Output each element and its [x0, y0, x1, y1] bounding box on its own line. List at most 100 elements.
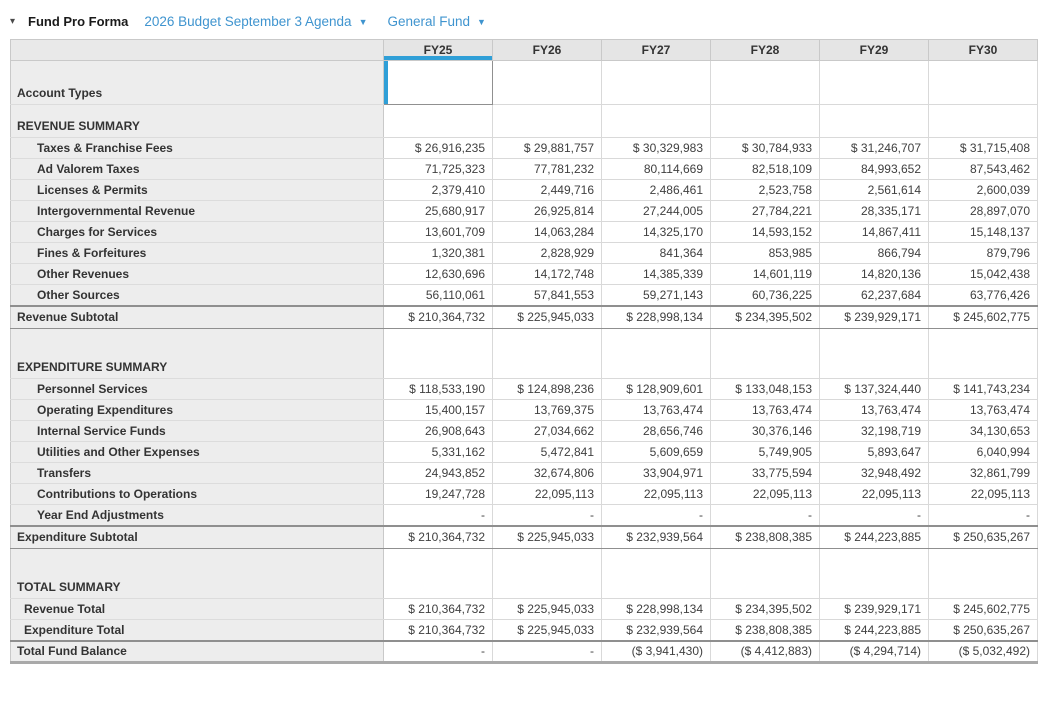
cell-fy26[interactable]: 2,449,716 [492, 179, 602, 201]
cell-fy26[interactable]: 26,925,814 [492, 200, 602, 222]
cell-fy25[interactable]: 13,601,709 [383, 221, 493, 243]
cell-fy28[interactable]: 82,518,109 [710, 158, 820, 180]
cell-fy26[interactable]: 32,674,806 [492, 462, 602, 484]
cell-fy27[interactable]: 841,364 [601, 242, 711, 264]
cell-fy30[interactable]: ($ 5,032,492) [928, 639, 1038, 664]
cell-fy28[interactable]: 30,376,146 [710, 420, 820, 442]
cell-fy29[interactable]: ($ 4,294,714) [819, 639, 929, 664]
column-header-fy30[interactable]: FY30 [928, 39, 1038, 61]
cell-fy27[interactable] [601, 328, 711, 379]
cell-fy25[interactable] [383, 60, 493, 105]
cell-fy26[interactable]: 77,781,232 [492, 158, 602, 180]
cell-fy28[interactable]: - [710, 504, 820, 526]
cell-fy25[interactable]: 12,630,696 [383, 263, 493, 285]
cell-fy30[interactable] [928, 548, 1038, 599]
cell-fy28[interactable]: 33,775,594 [710, 462, 820, 484]
cell-fy27[interactable]: 14,385,339 [601, 263, 711, 285]
column-header-fy26[interactable]: FY26 [492, 39, 602, 61]
cell-fy29[interactable]: 866,794 [819, 242, 929, 264]
cell-fy26[interactable]: $ 124,898,236 [492, 378, 602, 400]
cell-fy30[interactable] [928, 328, 1038, 379]
cell-fy27[interactable]: ($ 3,941,430) [601, 639, 711, 664]
cell-fy28[interactable]: ($ 4,412,883) [710, 639, 820, 664]
cell-fy28[interactable]: 60,736,225 [710, 284, 820, 306]
column-header-fy27[interactable]: FY27 [601, 39, 711, 61]
cell-fy25[interactable]: $ 26,916,235 [383, 137, 493, 159]
cell-fy28[interactable]: 13,763,474 [710, 399, 820, 421]
cell-fy26[interactable]: - [492, 639, 602, 664]
cell-fy27[interactable]: 27,244,005 [601, 200, 711, 222]
cell-fy29[interactable]: 62,237,684 [819, 284, 929, 306]
collapse-caret-icon[interactable]: ▾ [10, 15, 16, 27]
cell-fy30[interactable]: $ 250,635,267 [928, 524, 1038, 549]
cell-fy27[interactable]: $ 128,909,601 [601, 378, 711, 400]
cell-fy28[interactable] [710, 548, 820, 599]
cell-fy29[interactable] [819, 104, 929, 138]
cell-fy27[interactable]: 28,656,746 [601, 420, 711, 442]
cell-fy28[interactable]: 853,985 [710, 242, 820, 264]
cell-fy30[interactable]: $ 245,602,775 [928, 598, 1038, 620]
cell-fy27[interactable]: 5,609,659 [601, 441, 711, 463]
cell-fy27[interactable] [601, 104, 711, 138]
cell-fy26[interactable]: 14,172,748 [492, 263, 602, 285]
cell-fy29[interactable]: 28,335,171 [819, 200, 929, 222]
cell-fy27[interactable]: 59,271,143 [601, 284, 711, 306]
cell-fy29[interactable]: 32,948,492 [819, 462, 929, 484]
cell-fy29[interactable]: $ 244,223,885 [819, 619, 929, 641]
cell-fy29[interactable]: $ 137,324,440 [819, 378, 929, 400]
cell-fy25[interactable]: 15,400,157 [383, 399, 493, 421]
cell-fy27[interactable]: - [601, 504, 711, 526]
cell-fy26[interactable] [492, 104, 602, 138]
cell-fy26[interactable]: 14,063,284 [492, 221, 602, 243]
cell-fy29[interactable]: $ 239,929,171 [819, 304, 929, 329]
cell-fy27[interactable] [601, 60, 711, 105]
cell-fy28[interactable] [710, 60, 820, 105]
cell-fy25[interactable]: - [383, 639, 493, 664]
column-header-fy28[interactable]: FY28 [710, 39, 820, 61]
cell-fy28[interactable]: 22,095,113 [710, 483, 820, 505]
cell-fy30[interactable]: 2,600,039 [928, 179, 1038, 201]
cell-fy25[interactable]: 26,908,643 [383, 420, 493, 442]
cell-fy25[interactable]: $ 210,364,732 [383, 598, 493, 620]
cell-fy26[interactable]: 57,841,553 [492, 284, 602, 306]
cell-fy26[interactable]: 2,828,929 [492, 242, 602, 264]
cell-fy27[interactable]: 22,095,113 [601, 483, 711, 505]
column-header-fy25[interactable]: FY25 [383, 39, 493, 61]
cell-fy28[interactable]: $ 30,784,933 [710, 137, 820, 159]
cell-fy27[interactable]: 33,904,971 [601, 462, 711, 484]
cell-fy29[interactable]: 14,820,136 [819, 263, 929, 285]
cell-fy26[interactable]: $ 225,945,033 [492, 304, 602, 329]
cell-fy28[interactable] [710, 328, 820, 379]
cell-fy27[interactable]: 2,486,461 [601, 179, 711, 201]
cell-fy25[interactable]: $ 210,364,732 [383, 619, 493, 641]
cell-fy26[interactable] [492, 548, 602, 599]
cell-fy27[interactable]: 13,763,474 [601, 399, 711, 421]
cell-fy26[interactable] [492, 328, 602, 379]
cell-fy26[interactable]: 5,472,841 [492, 441, 602, 463]
cell-fy27[interactable]: 80,114,669 [601, 158, 711, 180]
cell-fy25[interactable]: 24,943,852 [383, 462, 493, 484]
column-header-fy29[interactable]: FY29 [819, 39, 929, 61]
cell-fy28[interactable]: $ 234,395,502 [710, 304, 820, 329]
cell-fy26[interactable]: 13,769,375 [492, 399, 602, 421]
cell-fy28[interactable]: $ 234,395,502 [710, 598, 820, 620]
cell-fy30[interactable]: $ 250,635,267 [928, 619, 1038, 641]
cell-fy30[interactable]: 15,042,438 [928, 263, 1038, 285]
cell-fy27[interactable] [601, 548, 711, 599]
cell-fy29[interactable]: 2,561,614 [819, 179, 929, 201]
cell-fy26[interactable]: $ 225,945,033 [492, 524, 602, 549]
cell-fy30[interactable]: 22,095,113 [928, 483, 1038, 505]
cell-fy29[interactable] [819, 548, 929, 599]
cell-fy29[interactable]: 5,893,647 [819, 441, 929, 463]
cell-fy28[interactable]: 14,601,119 [710, 263, 820, 285]
cell-fy30[interactable]: 6,040,994 [928, 441, 1038, 463]
cell-fy25[interactable]: 2,379,410 [383, 179, 493, 201]
cell-fy25[interactable]: 5,331,162 [383, 441, 493, 463]
cell-fy28[interactable]: $ 238,808,385 [710, 524, 820, 549]
cell-fy27[interactable]: $ 232,939,564 [601, 524, 711, 549]
cell-fy25[interactable]: $ 210,364,732 [383, 524, 493, 549]
cell-fy28[interactable]: 14,593,152 [710, 221, 820, 243]
cell-fy29[interactable] [819, 60, 929, 105]
cell-fy26[interactable]: $ 29,881,757 [492, 137, 602, 159]
cell-fy30[interactable]: 28,897,070 [928, 200, 1038, 222]
